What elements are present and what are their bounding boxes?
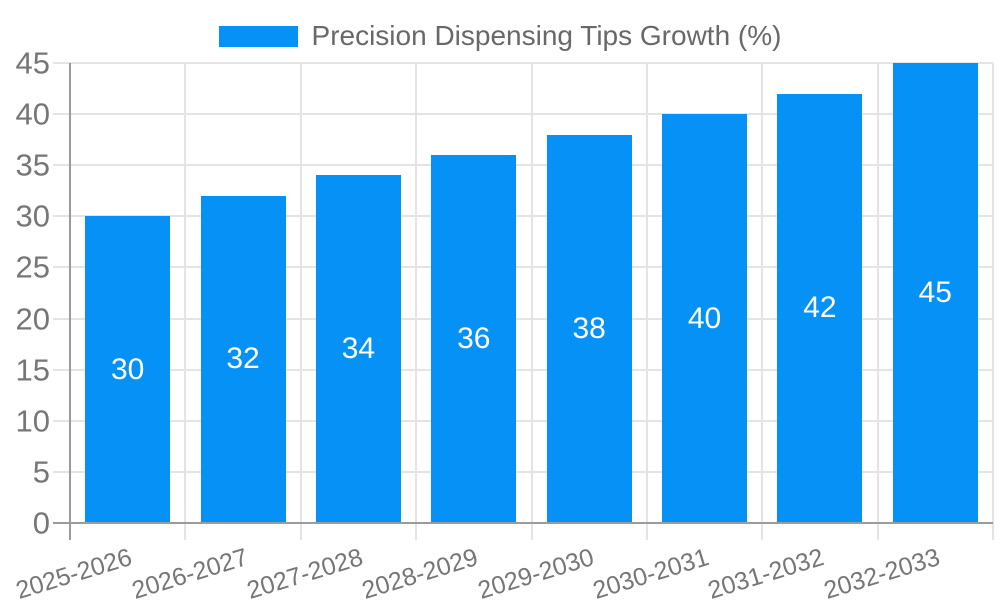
- y-axis-line: [69, 63, 71, 540]
- x-tick-label: 2030-2031: [589, 543, 713, 600]
- bar-value-label: 36: [457, 322, 491, 355]
- x-tick-label: 2031-2032: [705, 543, 828, 600]
- x-tick-label: 2032-2033: [820, 543, 943, 600]
- gridline-x-3: [415, 63, 418, 540]
- gridline-y-30: [53, 215, 993, 218]
- y-tick-label: 35: [15, 147, 50, 183]
- bar-2031-2032: 42: [777, 93, 863, 523]
- legend-swatch-icon: [218, 25, 298, 47]
- y-axis-labels: 0 5 10 15 20 25 30 35 40 45: [0, 48, 50, 539]
- gridline-y-40: [53, 113, 993, 116]
- legend: Precision Dispensing Tips Growth (%): [0, 20, 1000, 52]
- bar-value-label: 32: [226, 342, 260, 376]
- gridline-y-5: [53, 470, 993, 473]
- gridline-x-5: [645, 63, 648, 540]
- y-tick-label: 0: [32, 505, 50, 541]
- bar-value-label: 34: [341, 332, 376, 366]
- bar-value-label: 30: [111, 352, 145, 386]
- gridline-y-10: [53, 419, 993, 422]
- bar-value-label: 38: [572, 311, 606, 345]
- gridline-y-25: [53, 266, 993, 269]
- y-tick-label: 10: [15, 403, 50, 439]
- x-tick-label: 2028-2029: [358, 543, 482, 600]
- x-tick-label: 2027-2028: [243, 543, 367, 600]
- gridline-y-20: [53, 317, 993, 320]
- gridline-y-45: [53, 62, 993, 64]
- bar-2027-2028: 34: [315, 175, 401, 523]
- x-tick-label: 2029-2030: [474, 543, 597, 600]
- bar-2028-2029: 36: [431, 155, 517, 523]
- bar-value-label: 45: [918, 276, 952, 309]
- y-tick-label: 5: [32, 454, 50, 490]
- bar-2026-2027: 32: [200, 195, 286, 523]
- bar-2025-2026: 30: [85, 216, 171, 523]
- y-tick-label: 15: [15, 352, 50, 388]
- gridline-x-4: [530, 63, 533, 540]
- y-tick-label: 45: [15, 45, 50, 81]
- bar-2032-2033: 45: [892, 63, 978, 523]
- y-tick-label: 25: [15, 249, 50, 285]
- y-tick-label: 40: [15, 96, 50, 132]
- bar-value-label: 40: [687, 301, 722, 335]
- gridline-x-2: [299, 63, 302, 540]
- gridline-x-6: [761, 63, 764, 540]
- gridline-x-8: [992, 63, 994, 540]
- legend-item[interactable]: Precision Dispensing Tips Growth (%): [218, 20, 782, 52]
- y-tick-label: 30: [15, 198, 50, 234]
- bar-2030-2031: 40: [662, 114, 748, 523]
- bar-2029-2030: 38: [546, 134, 632, 523]
- gridline-x-1: [184, 63, 187, 540]
- bar-value-label: 42: [803, 291, 837, 325]
- y-tick-label: 20: [15, 301, 50, 337]
- gridline-y-35: [53, 164, 993, 167]
- x-axis-line: [53, 522, 993, 524]
- gridline-y-15: [53, 368, 993, 371]
- x-tick-label: 2026-2027: [128, 543, 251, 600]
- x-axis-labels: 2025-2026 2026-2027 2027-2028 2028-2029 2029…: [13, 543, 993, 600]
- x-tick-label: 2025-2026: [12, 543, 136, 600]
- gridline-x-7: [876, 63, 879, 540]
- legend-label: Precision Dispensing Tips Growth (%): [311, 20, 782, 51]
- plot-area: 30 32 34 36 38 40 42 45: [53, 62, 994, 540]
